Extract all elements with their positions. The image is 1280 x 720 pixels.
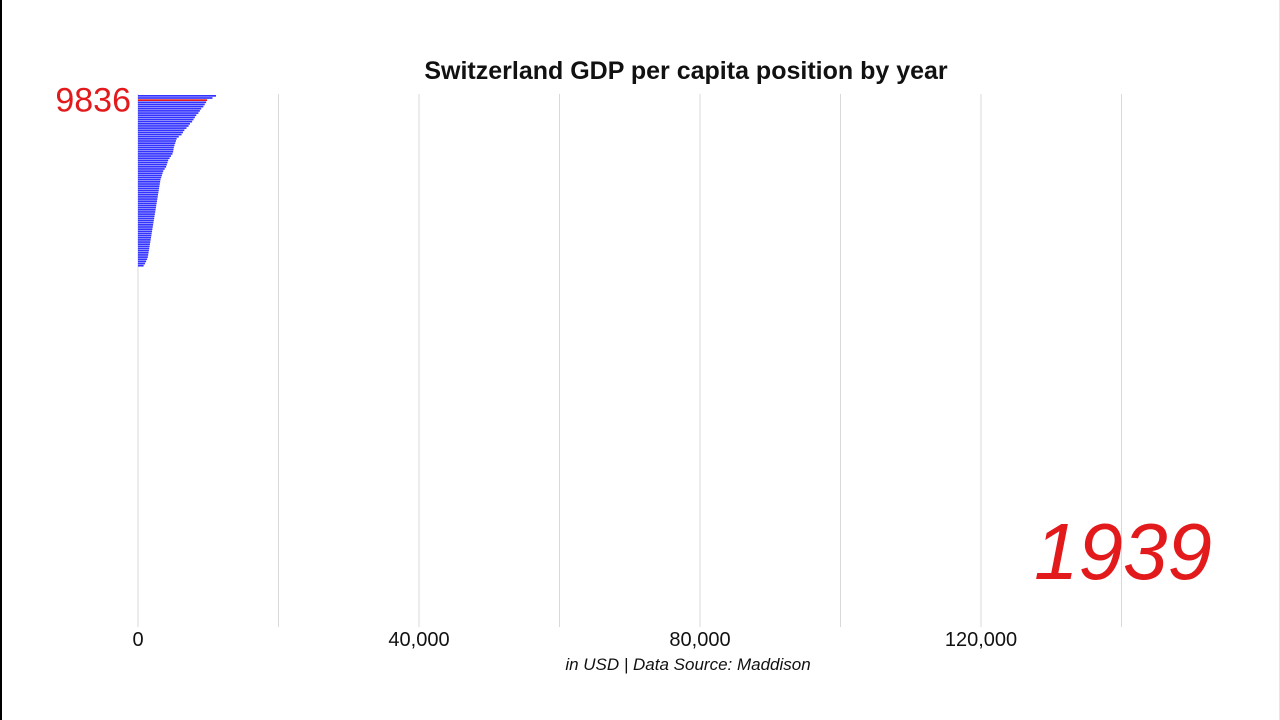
bar	[138, 133, 182, 136]
bar	[138, 178, 161, 181]
bar	[138, 224, 154, 226]
bar	[138, 236, 151, 239]
x-tick-label: 120,000	[945, 629, 1017, 651]
bar	[138, 187, 160, 190]
bar	[138, 116, 195, 119]
bar	[138, 97, 213, 99]
bar	[138, 174, 162, 177]
bar	[138, 249, 149, 252]
bar	[138, 183, 160, 185]
bar	[138, 138, 177, 140]
bar	[138, 101, 207, 104]
gridlines	[137, 94, 1122, 627]
bar	[138, 219, 154, 222]
bars	[138, 95, 216, 267]
bar	[138, 107, 202, 110]
bar	[138, 114, 197, 117]
bar	[138, 103, 205, 106]
bar	[138, 262, 146, 265]
bar	[138, 140, 176, 142]
bar	[138, 112, 199, 114]
bar	[138, 217, 155, 220]
bar	[138, 241, 151, 243]
bar	[138, 120, 193, 123]
bar	[138, 247, 150, 250]
bar	[138, 127, 187, 129]
bar	[138, 191, 159, 194]
bar	[138, 215, 155, 218]
bar	[138, 226, 153, 228]
frame-edge	[0, 0, 2, 720]
bar	[138, 243, 150, 246]
bar	[138, 165, 167, 168]
bar	[138, 239, 151, 241]
bar-highlight-switzerland	[138, 99, 208, 101]
year-label: 1939	[1034, 507, 1212, 596]
bar	[138, 148, 174, 151]
bar	[138, 193, 159, 196]
bar	[138, 196, 158, 198]
bar	[138, 264, 144, 267]
highlight-value-label: 9836	[55, 81, 131, 119]
bar	[138, 153, 173, 155]
bar	[138, 155, 172, 157]
bar	[138, 172, 163, 175]
bar	[138, 206, 156, 209]
bar	[138, 163, 167, 166]
bar	[138, 234, 152, 237]
bar	[138, 185, 160, 187]
bar	[138, 200, 157, 203]
bar	[138, 125, 189, 127]
bar	[138, 170, 164, 172]
bar	[138, 230, 153, 233]
bar	[138, 189, 159, 192]
bar	[138, 146, 174, 149]
bar	[138, 260, 147, 263]
bar	[138, 228, 153, 230]
bar	[138, 157, 170, 160]
bar	[138, 159, 169, 162]
bar	[138, 110, 200, 112]
bar	[138, 135, 179, 138]
bar	[138, 150, 174, 153]
bar	[138, 144, 175, 147]
bar	[138, 251, 149, 254]
bar	[138, 213, 155, 215]
bar	[138, 161, 168, 164]
bar	[138, 122, 190, 125]
bar	[138, 202, 157, 205]
chart-caption: in USD | Data Source: Maddison	[565, 655, 810, 674]
bar	[138, 254, 149, 256]
bar	[138, 131, 183, 134]
bar	[138, 176, 162, 179]
bar	[138, 198, 158, 200]
bar	[138, 232, 152, 235]
bar	[138, 105, 204, 108]
bar	[138, 204, 157, 207]
x-tick-label: 0	[132, 629, 143, 651]
bar	[138, 95, 216, 97]
bar	[138, 142, 176, 144]
x-tick-label: 40,000	[388, 629, 449, 651]
bar	[138, 129, 185, 132]
x-axis-ticks: 0 40,000 80,000 120,000	[132, 629, 1017, 651]
bar	[138, 258, 148, 261]
bar	[138, 221, 154, 224]
bar	[138, 168, 165, 170]
bar	[138, 181, 161, 183]
bar	[138, 211, 156, 213]
bar	[138, 208, 156, 211]
chart-title: Switzerland GDP per capita position by y…	[424, 57, 948, 85]
bar	[138, 245, 150, 248]
bar	[138, 256, 148, 258]
bar	[138, 118, 194, 121]
x-tick-label: 80,000	[669, 629, 730, 651]
